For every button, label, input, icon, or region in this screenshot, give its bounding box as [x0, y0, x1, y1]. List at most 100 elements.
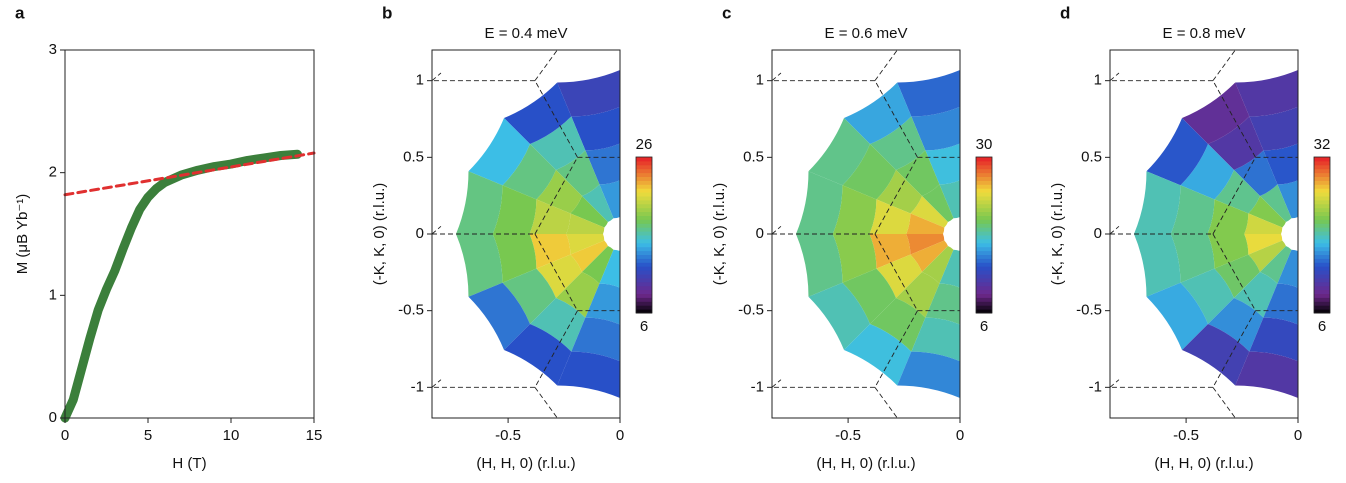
zone-boundary	[874, 49, 898, 81]
heatmap-cell	[1180, 268, 1235, 324]
colorbar-step	[636, 293, 652, 298]
x-tick-label: -0.5	[495, 427, 521, 444]
colorbar-step	[636, 270, 652, 275]
colorbar-step	[636, 192, 652, 197]
zone-boundary	[431, 72, 442, 82]
y-tick-label: -0.5	[738, 302, 764, 319]
heatmap-cell	[910, 240, 948, 273]
colorbar-step	[636, 188, 652, 193]
heatmap-cell	[1249, 106, 1298, 151]
heatmap-cell	[870, 297, 926, 352]
colorbar-step	[1314, 270, 1330, 275]
heatmap-cell	[599, 180, 620, 219]
heatmap-cell	[571, 106, 620, 151]
colorbar-step	[976, 238, 992, 244]
colorbar-step	[636, 176, 652, 181]
y-tick-label: -1	[411, 378, 424, 395]
heatmap-cell	[556, 150, 600, 196]
heatmap-cell	[456, 171, 503, 234]
colorbar-step	[976, 309, 992, 314]
colorbar-step	[976, 168, 992, 174]
colorbar-step	[976, 297, 992, 302]
heatmap-cell	[468, 282, 531, 350]
heatmap-cell	[842, 268, 897, 324]
panel-letter: b	[382, 3, 392, 22]
colorbar-step	[1314, 176, 1330, 181]
colorbar-step	[636, 277, 652, 283]
colorbar-step	[976, 242, 992, 248]
colorbar-step	[976, 274, 992, 279]
colorbar-step	[976, 231, 992, 236]
heatmap-cell	[1244, 213, 1283, 234]
y-tick-label: -0.5	[398, 302, 424, 319]
colorbar-step	[636, 184, 652, 189]
heatmap-cell	[530, 297, 586, 352]
y-tick-label: 1	[49, 286, 57, 303]
zone-boundary	[771, 225, 782, 235]
y-axis-label: (-K, K, 0) (r.l.u.)	[1049, 183, 1066, 286]
colorbar-step	[1314, 164, 1330, 170]
colorbar-step	[976, 227, 992, 232]
colorbar-tick-label: 6	[640, 318, 648, 335]
heatmap-cell	[910, 195, 948, 228]
y-tick-label: 1	[756, 72, 764, 89]
x-axis-label: (H, H, 0) (r.l.u.)	[476, 455, 575, 472]
heatmap-cell	[906, 234, 945, 255]
heatmap-cell	[585, 283, 620, 325]
colorbar-step	[1314, 215, 1330, 220]
zone-boundary	[1212, 387, 1236, 419]
colorbar-step	[976, 293, 992, 298]
colorbar-step	[1314, 223, 1330, 228]
colorbar-step	[1314, 297, 1330, 302]
colorbar-step	[976, 219, 992, 224]
colorbar-step	[976, 254, 992, 259]
colorbar-tick-label: 6	[1318, 318, 1326, 335]
colorbar-step	[976, 188, 992, 193]
heatmap-cell	[1180, 144, 1235, 200]
colorbar-step	[976, 211, 992, 216]
colorbar-step	[636, 266, 652, 271]
zone-boundary	[534, 233, 578, 311]
x-axis-label: (H, H, 0) (r.l.u.)	[816, 455, 915, 472]
heatmap-cell	[1146, 282, 1209, 350]
heatmap-cell	[1259, 246, 1292, 284]
colorbar-step	[636, 203, 652, 209]
zone-boundary	[874, 157, 918, 235]
colorbar-step	[636, 258, 652, 263]
heatmap-cell	[1235, 351, 1298, 398]
y-tick-label: -0.5	[1076, 302, 1102, 319]
panel-letter: c	[722, 3, 731, 22]
colorbar-step	[1314, 274, 1330, 279]
heatmap-cell	[1248, 240, 1286, 273]
y-tick-label: -1	[1089, 378, 1102, 395]
y-tick-label: 0	[1094, 225, 1102, 242]
colorbar-step	[1314, 160, 1330, 166]
colorbar-step	[1314, 157, 1330, 162]
x-tick-label: 5	[144, 427, 152, 444]
colorbar-step	[636, 168, 652, 174]
zone-boundary	[1109, 379, 1120, 388]
colorbar-step	[636, 305, 652, 310]
zone-boundary	[1212, 49, 1236, 81]
heatmap-cell	[897, 351, 960, 398]
heatmap-cell	[1146, 118, 1209, 186]
heatmap-cell	[1235, 70, 1298, 117]
zone-boundary	[534, 157, 578, 235]
zone-boundary	[874, 233, 918, 311]
heatmap-cell	[796, 234, 843, 297]
colorbar-step	[976, 207, 992, 213]
colorbar-step	[976, 285, 992, 291]
colorbar-step	[1314, 235, 1330, 240]
x-tick-label: 0	[1294, 427, 1302, 444]
colorbar-step	[1314, 172, 1330, 177]
heatmap-cell	[911, 106, 960, 151]
heatmap-cell	[911, 317, 960, 362]
heatmap-cell	[556, 272, 600, 318]
colorbar-step	[636, 246, 652, 252]
colorbar-step	[1314, 293, 1330, 298]
colorbar-step	[976, 176, 992, 181]
colorbar-step	[1314, 207, 1330, 213]
heatmap-cell	[939, 180, 960, 219]
y-tick-label: 0.5	[403, 148, 424, 165]
